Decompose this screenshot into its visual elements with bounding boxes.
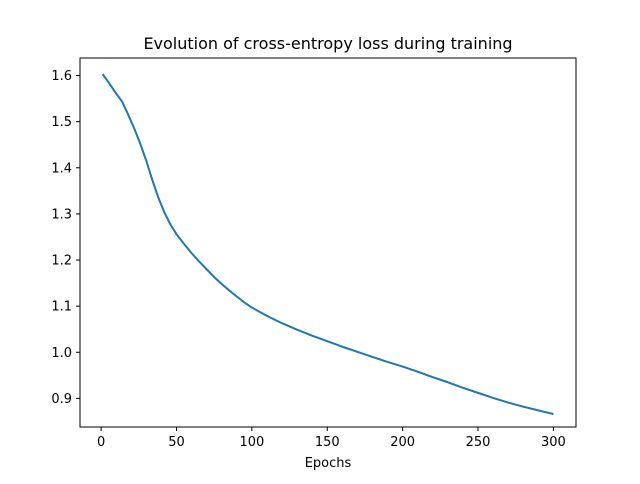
y-tick-label: 1.6 bbox=[51, 69, 72, 84]
y-axis-ticks: 0.9 1.0 1.1 1.2 1.3 1.4 1.5 1.6 bbox=[51, 69, 80, 407]
chart-title: Evolution of cross-entropy loss during t… bbox=[143, 34, 512, 53]
x-tick-label: 200 bbox=[390, 435, 415, 450]
x-tick-label: 0 bbox=[97, 435, 105, 450]
y-tick-label: 1.4 bbox=[51, 161, 72, 176]
y-tick-label: 1.1 bbox=[51, 300, 72, 315]
x-tick-label: 250 bbox=[466, 435, 491, 450]
y-tick-label: 1.5 bbox=[51, 115, 72, 130]
plot-area bbox=[101, 73, 554, 416]
x-tick-label: 300 bbox=[541, 435, 566, 450]
y-tick-label: 1.0 bbox=[51, 346, 72, 361]
y-tick-label: 1.3 bbox=[51, 207, 72, 222]
loss-series-line bbox=[101, 73, 554, 416]
x-tick-label: 100 bbox=[239, 435, 264, 450]
x-tick-label: 50 bbox=[168, 435, 185, 450]
y-tick-label: 1.2 bbox=[51, 254, 72, 269]
y-tick-label: 0.9 bbox=[51, 392, 72, 407]
x-tick-label: 150 bbox=[315, 435, 340, 450]
x-axis-ticks: 0 50 100 150 200 250 300 bbox=[97, 427, 566, 450]
x-axis-label: Epochs bbox=[305, 456, 352, 471]
plot-frame bbox=[79, 57, 577, 428]
